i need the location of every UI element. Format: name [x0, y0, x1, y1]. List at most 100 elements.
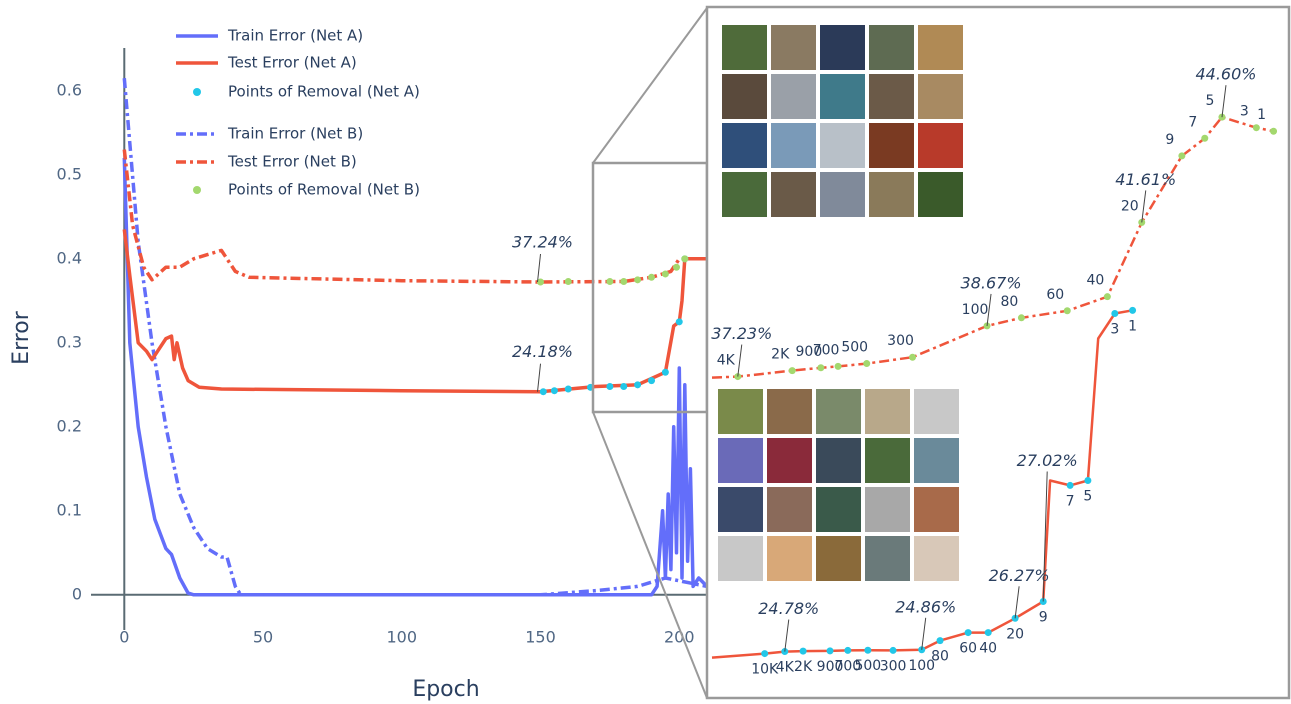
- thumbnail: [771, 123, 816, 168]
- annotation-leader: [537, 363, 542, 392]
- thumbnail: [771, 74, 816, 119]
- annotation-leader: [986, 293, 992, 326]
- removal-point: [634, 381, 642, 389]
- removal-point: [537, 278, 545, 286]
- thumbnail: [718, 536, 763, 581]
- x-tick-label: 200: [664, 628, 695, 647]
- thumbnail: [816, 536, 861, 581]
- y-tick-label: 0.2: [57, 416, 82, 435]
- thumbnail: [816, 487, 861, 532]
- point-label: 700: [813, 342, 840, 358]
- value-label: 26.27%: [989, 566, 1050, 585]
- value-label: 44.60%: [1195, 65, 1256, 84]
- y-axis-title: Error: [9, 310, 34, 365]
- removal-point: [1066, 481, 1074, 489]
- point-label: 2K: [771, 347, 790, 363]
- thumbnail: [771, 172, 816, 217]
- point-label: 3: [1110, 321, 1119, 337]
- point-label: 900: [796, 344, 823, 360]
- removal-point: [799, 647, 807, 655]
- value-label: 38.67%: [961, 273, 1022, 292]
- point-label: 20: [1006, 626, 1024, 642]
- value-label: 27.02%: [1017, 451, 1078, 470]
- thumbnail: [914, 438, 959, 483]
- point-label: 7: [1066, 493, 1075, 509]
- value-label: 41.61%: [1115, 170, 1176, 189]
- legend-label: Train Error (Net B): [227, 125, 363, 143]
- series-line: [122, 229, 707, 394]
- removal-point: [1084, 477, 1092, 485]
- value-label: 37.23%: [711, 324, 772, 343]
- removal-point: [1270, 127, 1278, 135]
- removal-point: [964, 629, 972, 637]
- removal-point: [834, 362, 842, 370]
- annotation-leader: [737, 344, 743, 377]
- point-label: 4K: [717, 353, 736, 369]
- thumbnail: [767, 487, 812, 532]
- removal-point: [564, 278, 572, 286]
- removal-point: [817, 364, 825, 372]
- removal-point: [634, 276, 642, 284]
- zoom-connector: [592, 411, 708, 699]
- removal-point: [539, 388, 547, 396]
- thumbnail: [718, 487, 763, 532]
- legend-label: Test Error (Net B): [227, 153, 357, 171]
- legend-label: Train Error (Net A): [227, 27, 363, 45]
- removal-point: [889, 646, 897, 654]
- removal-point: [1103, 293, 1111, 301]
- point-label: 20: [1121, 198, 1139, 214]
- annotation-leader: [537, 253, 542, 283]
- point-label: 900: [817, 659, 844, 675]
- plot-area: [122, 78, 707, 597]
- removal-point: [1111, 309, 1119, 317]
- removal-point: [681, 255, 689, 263]
- thumbnail: [918, 25, 963, 70]
- point-label: 40: [1086, 273, 1104, 289]
- zoom-connector: [592, 7, 708, 164]
- point-label: 2K: [794, 659, 813, 675]
- thumbnail: [722, 74, 767, 119]
- removal-point: [1017, 314, 1025, 322]
- removal-point: [620, 382, 628, 390]
- removal-point: [864, 646, 872, 654]
- point-label: 10K: [751, 662, 779, 678]
- zoom-box: [591, 161, 709, 414]
- removal-point: [661, 270, 669, 278]
- removal-point: [1178, 152, 1186, 160]
- x-axis-title: Epoch: [412, 677, 479, 702]
- thumbnail: [816, 438, 861, 483]
- removal-point: [564, 385, 572, 393]
- series-line: [122, 78, 707, 597]
- thumbnail: [718, 389, 763, 434]
- y-tick-label: 0.3: [57, 332, 82, 351]
- legend-label: Test Error (Net A): [227, 54, 357, 72]
- annotation-leader: [1221, 85, 1227, 118]
- thumbnail: [869, 123, 914, 168]
- legend-marker: [193, 186, 201, 194]
- x-tick-label: 50: [253, 628, 273, 647]
- thumbnail: [869, 172, 914, 217]
- point-label: 1: [1257, 107, 1266, 123]
- point-label: 700: [834, 658, 861, 674]
- thumbnail: [816, 389, 861, 434]
- removal-point: [620, 278, 628, 286]
- thumbnail: [722, 123, 767, 168]
- annotation-leader: [1141, 190, 1147, 223]
- removal-point: [863, 360, 871, 368]
- point-label: 7: [1188, 114, 1197, 130]
- thumbnail: [820, 123, 865, 168]
- thumbnail: [918, 123, 963, 168]
- removal-point: [761, 650, 769, 658]
- point-label: 500: [841, 340, 868, 356]
- removal-point: [606, 278, 614, 286]
- thumbnail: [918, 172, 963, 217]
- thumbnail: [865, 438, 910, 483]
- x-tick-label: 0: [119, 628, 129, 647]
- point-label: 500: [854, 658, 881, 674]
- removal-point: [1201, 134, 1209, 142]
- annotation-leader: [784, 619, 790, 652]
- y-tick-label: 0: [72, 584, 82, 603]
- removal-point: [672, 263, 680, 271]
- annotation: 24.18%: [512, 342, 573, 361]
- x-tick-label: 150: [525, 628, 556, 647]
